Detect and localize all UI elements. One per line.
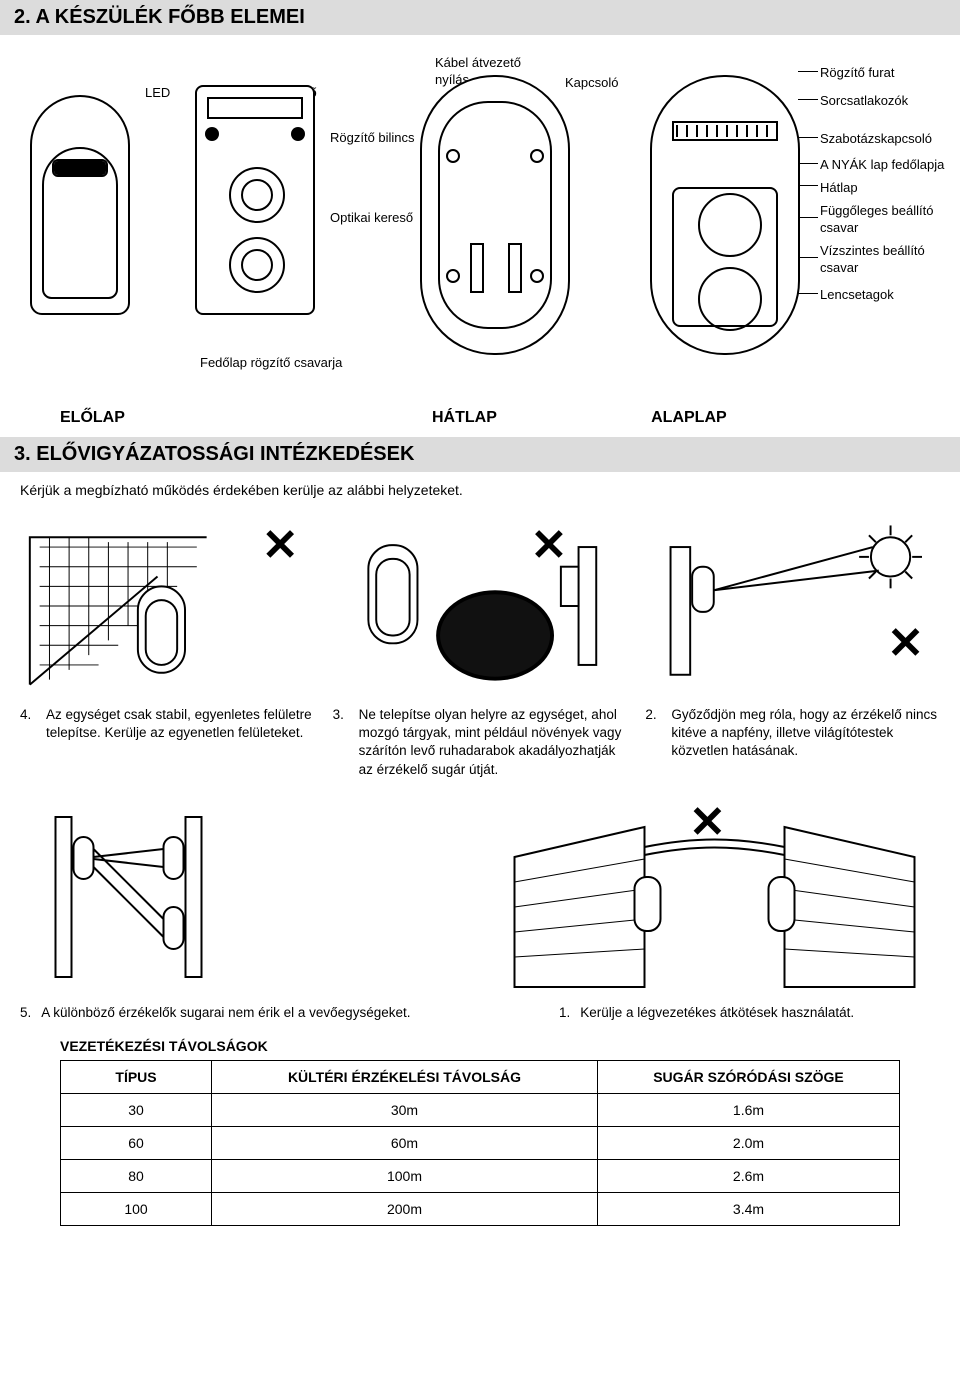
drawing-pcb	[195, 85, 315, 315]
x-icon: ✕	[689, 801, 726, 845]
table-header-row: TÍPUS KÜLTÉRI ÉRZÉKELÉSI TÁVOLSÁG SUGÁR …	[61, 1060, 900, 1093]
table-cell: 2.6m	[597, 1159, 899, 1192]
precaution-item: 5. A különböző érzékelők sugarai nem éri…	[20, 797, 471, 1020]
precaution-number: 1.	[559, 1005, 570, 1020]
precaution-text: A különböző érzékelők sugarai nem érik e…	[41, 1005, 410, 1020]
table-header: TÍPUS	[61, 1060, 212, 1093]
precaution-number: 3.	[333, 706, 349, 779]
precaution-row-2: 5. A különböző érzékelők sugarai nem éri…	[0, 797, 960, 1032]
callout-cover-screw: Fedőlap rögzítő csavarja	[200, 355, 342, 372]
table-cell: 3.4m	[597, 1192, 899, 1225]
label-back-plate: HÁTLAP	[364, 409, 564, 427]
callout-vertical-adj: Függőleges beállító csavar	[820, 203, 950, 237]
callout-clamp: Rögzítő bilincs	[330, 130, 415, 147]
table-row: 30 30m 1.6m	[61, 1093, 900, 1126]
precaution-number: 4.	[20, 706, 36, 742]
precaution-illustration: ✕	[20, 516, 315, 696]
drawing-baseplate	[650, 75, 800, 355]
table-cell: 80	[61, 1159, 212, 1192]
precaution-item: ✕ 3. Ne telepítse olyan helyre az egység…	[333, 516, 628, 779]
callout-optical-finder: Optikai kereső	[330, 210, 413, 227]
table-cell: 100m	[212, 1159, 598, 1192]
precaution-number: 5.	[20, 1005, 31, 1020]
callout-pcb-cover: A NYÁK lap fedőlapja	[820, 157, 944, 174]
precaution-illustration: ✕	[645, 516, 940, 696]
section-2-heading: 2. A KÉSZÜLÉK FŐBB ELEMEI	[0, 0, 960, 35]
precaution-item: ✕ 1. Kerülje a légvezetékes átkötések ha…	[489, 797, 940, 1020]
table-cell: 200m	[212, 1192, 598, 1225]
callout-lens-members: Lencsetagok	[820, 287, 894, 304]
callout-terminals: Sorcsatlakozók	[820, 93, 908, 110]
callout-tamper: Szabotázskapcsoló	[820, 131, 932, 148]
table-cell: 2.0m	[597, 1126, 899, 1159]
section-3-heading: 3. ELŐVIGYÁZATOSSÁGI INTÉZKEDÉSEK	[0, 437, 960, 472]
table-cell: 30m	[212, 1093, 598, 1126]
label-front-plate: ELŐLAP	[60, 409, 360, 427]
precaution-text: Győződjön meg róla, hogy az érzékelő nin…	[671, 706, 940, 761]
precaution-text: Ne telepítse olyan helyre az egységet, a…	[359, 706, 628, 779]
table-cell: 1.6m	[597, 1093, 899, 1126]
callout-led: LED	[145, 85, 170, 102]
table-header: KÜLTÉRI ÉRZÉKELÉSI TÁVOLSÁG	[212, 1060, 598, 1093]
x-icon: ✕	[887, 622, 924, 666]
precaution-illustration	[20, 797, 471, 997]
drawing-front-cover	[30, 95, 130, 315]
table-cell: 30	[61, 1093, 212, 1126]
section-3-intro: Kérjük a megbízható működés érdekében ke…	[0, 472, 960, 516]
table-cell: 100	[61, 1192, 212, 1225]
table-row: 60 60m 2.0m	[61, 1126, 900, 1159]
table-cell: 60	[61, 1126, 212, 1159]
precaution-item: ✕ 4. Az egységet csak stabil, egyenletes…	[20, 516, 315, 779]
label-base-plate: ALAPLAP	[569, 409, 809, 427]
precaution-text: Az egységet csak stabil, egyenletes felü…	[46, 706, 315, 742]
precaution-illustration: ✕	[333, 516, 628, 696]
precaution-row-1: ✕ 4. Az egységet csak stabil, egyenletes…	[0, 516, 960, 797]
callout-backplate: Hátlap	[820, 180, 858, 197]
table-row: 80 100m 2.6m	[61, 1159, 900, 1192]
table-cell: 60m	[212, 1126, 598, 1159]
components-diagram: LED LED visszajelző Rögzítő bilincs Opti…	[0, 35, 960, 405]
x-icon: ✕	[262, 524, 299, 568]
callout-horizontal-adj: Vízszintes beállító csavar	[820, 243, 950, 277]
precaution-item: ✕ 2. Győződjön meg róla, hogy az érzékel…	[645, 516, 940, 779]
x-icon: ✕	[530, 524, 567, 568]
precaution-text: Kerülje a légvezetékes átkötések használ…	[580, 1005, 854, 1020]
drawing-back-shell	[420, 75, 570, 355]
table-header: SUGÁR SZÓRÓDÁSI SZÖGE	[597, 1060, 899, 1093]
callout-mount-hole: Rögzítő furat	[820, 65, 894, 82]
callout-switch: Kapcsoló	[565, 75, 618, 92]
precaution-illustration: ✕	[489, 797, 940, 997]
precaution-number: 2.	[645, 706, 661, 761]
plate-labels-row: ELŐLAP HÁTLAP ALAPLAP	[0, 405, 960, 437]
table-title: VEZETÉKEZÉSI TÁVOLSÁGOK	[0, 1032, 960, 1060]
table-row: 100 200m 3.4m	[61, 1192, 900, 1225]
wiring-distance-table: TÍPUS KÜLTÉRI ÉRZÉKELÉSI TÁVOLSÁG SUGÁR …	[60, 1060, 900, 1226]
